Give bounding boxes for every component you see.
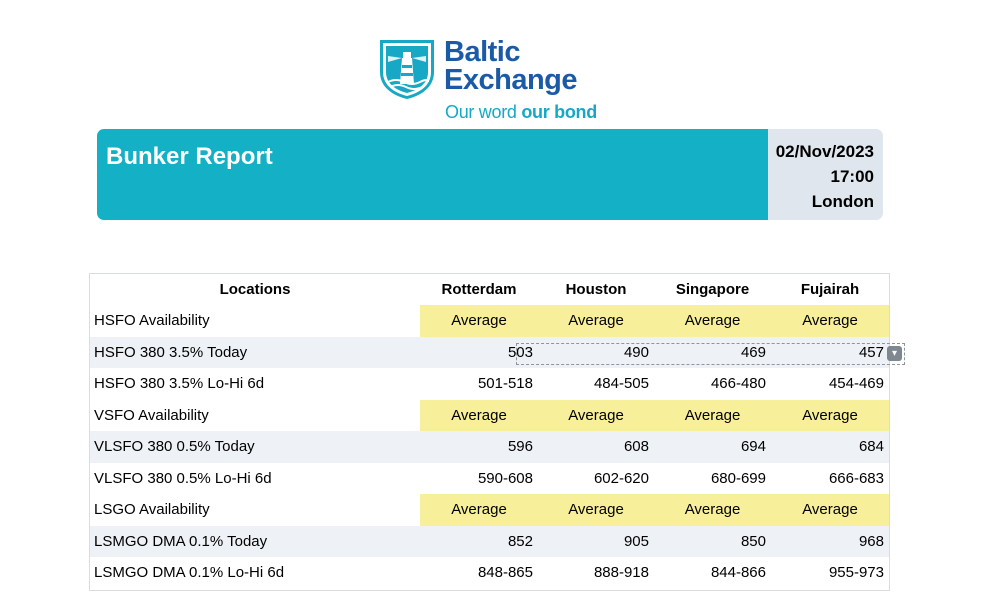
price-cell[interactable]: 490 bbox=[538, 336, 654, 368]
header-houston: Houston bbox=[565, 281, 627, 298]
availability-cell[interactable]: Average bbox=[420, 494, 538, 526]
price-cell[interactable]: 694 bbox=[654, 431, 771, 463]
row-label: HSFO Availability bbox=[90, 305, 420, 337]
availability-cell[interactable]: Average bbox=[420, 305, 538, 337]
range-cell[interactable]: 602-620 bbox=[593, 469, 649, 487]
availability-cell[interactable]: Average bbox=[654, 494, 771, 526]
price-cell[interactable]: 684 bbox=[771, 431, 889, 463]
price-cell[interactable]: 852 bbox=[420, 525, 538, 557]
banner-title-area: Bunker Report bbox=[97, 129, 768, 220]
row-label: VLSFO 380 0.5% Today bbox=[90, 431, 420, 463]
range-cell[interactable]: 454-469 bbox=[828, 375, 884, 393]
table-row-vlsfo-today: VLSFO 380 0.5% Today 596 608 694 684 bbox=[90, 431, 889, 463]
row-label: LSMGO DMA 0.1% Lo-Hi 6d bbox=[94, 564, 285, 582]
logo-wordmark-line2: Exchange bbox=[444, 64, 578, 96]
availability-cell[interactable]: Average bbox=[538, 305, 654, 337]
row-label: HSFO 380 3.5% Lo-Hi 6d bbox=[94, 375, 265, 393]
price-cell[interactable]: 905 bbox=[538, 525, 654, 557]
availability-cell[interactable]: Average bbox=[771, 494, 889, 526]
row-label: HSFO 380 3.5% Today bbox=[90, 336, 420, 368]
table-row-lsmgo-today: LSMGO DMA 0.1% Today 852 905 850 968 bbox=[90, 525, 889, 557]
tagline-regular: Our word bbox=[445, 102, 522, 122]
logo-wordmark-line1: Baltic bbox=[444, 36, 520, 68]
price-cell[interactable]: 596 bbox=[420, 431, 538, 463]
lighthouse-shield-icon bbox=[380, 40, 434, 99]
baltic-exchange-logo: Baltic Exchange Our word our bond bbox=[376, 36, 616, 126]
header-singapore: Singapore bbox=[675, 281, 750, 298]
header-fujairah: Fujairah bbox=[800, 281, 860, 298]
range-cell[interactable]: 590-608 bbox=[477, 469, 533, 487]
header-locations: Locations bbox=[219, 281, 291, 298]
bunker-table: Locations Rotterdam Houston Singapore Fu… bbox=[89, 273, 890, 591]
range-cell[interactable]: 484-505 bbox=[593, 375, 649, 393]
table-row-hsfo-availability: HSFO Availability Average Average Averag… bbox=[90, 305, 889, 337]
price-cell[interactable]: 457 bbox=[771, 336, 889, 368]
range-cell[interactable]: 680-699 bbox=[710, 469, 766, 487]
report-banner: Bunker Report 02/Nov/2023 17:00 London bbox=[97, 129, 883, 220]
range-cell[interactable]: 466-480 bbox=[710, 375, 766, 393]
row-label: VSFO Availability bbox=[90, 399, 420, 431]
table-row-lsgo-availability: LSGO Availability Average Average Averag… bbox=[90, 494, 889, 526]
table-row-hsfo-today: HSFO 380 3.5% Today 503 490 469 457 bbox=[90, 336, 889, 368]
range-cell[interactable]: 501-518 bbox=[477, 375, 533, 393]
range-cell[interactable]: 666-683 bbox=[828, 469, 884, 487]
range-cell[interactable]: 888-918 bbox=[593, 564, 649, 582]
row-label: VLSFO 380 0.5% Lo-Hi 6d bbox=[94, 469, 272, 487]
price-cell[interactable]: 503 bbox=[420, 336, 538, 368]
price-cell[interactable]: 608 bbox=[538, 431, 654, 463]
availability-cell[interactable]: Average bbox=[420, 399, 538, 431]
range-cell[interactable]: 955-973 bbox=[828, 564, 884, 582]
price-cell[interactable]: 469 bbox=[654, 336, 771, 368]
availability-cell[interactable]: Average bbox=[538, 399, 654, 431]
header-rotterdam: Rotterdam bbox=[441, 281, 517, 298]
range-cell[interactable]: 848-865 bbox=[477, 564, 533, 582]
availability-cell[interactable]: Average bbox=[654, 399, 771, 431]
availability-cell[interactable]: Average bbox=[771, 305, 889, 337]
table-row-vlsfo-range: VLSFO 380 0.5% Lo-Hi 6d 590-608 602-620 … bbox=[90, 463, 889, 495]
report-meta: 02/Nov/2023 17:00 London bbox=[768, 129, 883, 220]
price-cell[interactable]: 850 bbox=[654, 525, 771, 557]
report-time: 17:00 bbox=[830, 167, 874, 186]
chevron-down-icon[interactable]: ▾ bbox=[887, 346, 902, 361]
availability-cell[interactable]: Average bbox=[771, 399, 889, 431]
table-row-hsfo-range: HSFO 380 3.5% Lo-Hi 6d 501-518 484-505 4… bbox=[90, 368, 889, 400]
table-header-row: Locations Rotterdam Houston Singapore Fu… bbox=[90, 274, 889, 305]
price-cell[interactable]: 968 bbox=[771, 525, 889, 557]
row-label: LSMGO DMA 0.1% Today bbox=[90, 525, 420, 557]
logo-tagline: Our word our bond bbox=[445, 102, 597, 123]
table-row-lsmgo-range: LSMGO DMA 0.1% Lo-Hi 6d 848-865 888-918 … bbox=[90, 557, 889, 589]
availability-cell[interactable]: Average bbox=[538, 494, 654, 526]
report-title: Bunker Report bbox=[106, 143, 273, 170]
report-date: 02/Nov/2023 bbox=[775, 142, 874, 161]
table-row-vsfo-availability: VSFO Availability Average Average Averag… bbox=[90, 399, 889, 431]
range-cell[interactable]: 844-866 bbox=[710, 564, 766, 582]
availability-cell[interactable]: Average bbox=[654, 305, 771, 337]
report-location: London bbox=[811, 192, 874, 211]
row-label: LSGO Availability bbox=[90, 494, 420, 526]
tagline-bold: our bond bbox=[521, 102, 597, 122]
